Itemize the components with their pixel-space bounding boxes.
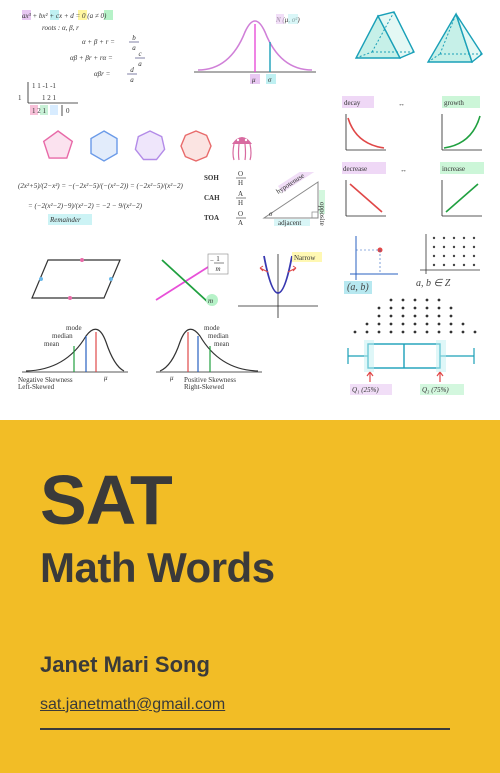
svg-text:O: O [238, 170, 243, 178]
slope-den: m [215, 265, 220, 273]
svg-text:H: H [238, 179, 243, 187]
growth-label: growth [444, 99, 464, 107]
vieta1-lhs: α + β + r = [82, 38, 115, 46]
cubic-roots: roots : α, β, r [42, 24, 79, 32]
decay-label: decay [344, 99, 361, 107]
vieta1-num: b [132, 34, 136, 42]
decrease-label: decrease [343, 165, 367, 173]
sl-sub: Left-Skewed [18, 383, 55, 391]
svg-text:1 2 1: 1 2 1 [32, 107, 47, 115]
sl-mean: mean [44, 340, 60, 348]
adj-label: adjacent [278, 219, 301, 227]
svg-text:SOH: SOH [204, 174, 219, 182]
slope-num: 1 [216, 255, 220, 263]
normal-sigma: σ [268, 76, 272, 84]
narrow-label: Narrow [294, 254, 316, 262]
divider-rule [40, 728, 450, 730]
dot-parabola [340, 288, 490, 340]
decrease-increase: decrease ↔ increase [342, 162, 492, 226]
boxplot: Q₁ (25%) Q₃ (75%) [340, 338, 490, 400]
di-arrow: ↔ [400, 166, 407, 174]
frac-line1: (2x²+5)/(2−x²) = −(−2x²−5)/(−(x²−2)) = (… [18, 182, 184, 190]
parallelogram [24, 252, 134, 310]
q3-label: Q₃ (75%) [422, 386, 449, 394]
cover-panel: SAT Math Words Janet Mari Song sat.janet… [0, 420, 500, 773]
normal-mu: μ [252, 76, 256, 84]
svg-text:CAH: CAH [204, 194, 220, 202]
svg-text:0: 0 [66, 107, 70, 115]
skew-right: mode median mean μ Positive Skewness Rig… [150, 322, 270, 394]
svg-text:1 2 1: 1 2 1 [42, 94, 57, 102]
svg-text:A: A [238, 219, 243, 227]
svg-text:A: A [238, 190, 243, 198]
frac-line2: = (−2(x²−2)−9)/(x²−2) = −2 − 9/(x²−2) [28, 202, 143, 210]
sr-median: median [208, 332, 229, 340]
perpendicular-slopes: m − 1 m [148, 252, 232, 314]
opp-label: opposite [318, 202, 326, 226]
vieta3-den: a [130, 76, 134, 84]
sr-mode: mode [204, 324, 220, 332]
increase-label: increase [442, 165, 465, 173]
polygons-row [40, 126, 300, 168]
svg-text:TOA: TOA [204, 214, 219, 222]
remainder-label: Remainder [49, 216, 81, 224]
integers-block: a, b ∈ Z [416, 230, 486, 289]
svg-text:1 1 -1 -1: 1 1 -1 -1 [32, 82, 56, 90]
synthetic-division: 1 1 -1 -1 1 2 1 1 1 2 1 0 [14, 80, 94, 126]
title-line-1: SAT [40, 460, 460, 540]
sr-sub: Right-Skewed [184, 383, 225, 391]
right-triangle: hypotenuse opposite adjacent σ [256, 172, 328, 232]
sl-mode: mode [66, 324, 82, 332]
sl-mu: μ [104, 374, 108, 382]
vieta2-lhs: αβ + βr + rα = [70, 54, 113, 62]
author-email: sat.janetmath@gmail.com [40, 696, 460, 714]
svg-text:σ: σ [269, 210, 273, 218]
fraction-simplify: (2x²+5)/(2−x²) = −(−2x²−5)/(−(x²−2)) = (… [18, 176, 218, 244]
sr-mean: mean [214, 340, 230, 348]
cubic-eq: ax³ + bx² + cx + d = 0 (a ≠ 0) [22, 12, 107, 20]
point-ab: (a, b) [344, 230, 404, 293]
svg-text:O: O [238, 210, 243, 218]
vieta3-lhs: αβr = [94, 70, 111, 78]
author-name: Janet Mari Song [40, 652, 460, 678]
q1-label: Q₁ (25%) [352, 386, 379, 394]
vieta3-num: d [130, 66, 134, 74]
slope-m: m [208, 297, 213, 305]
vieta2-den: a [138, 60, 142, 68]
slope-neg: − [210, 257, 214, 265]
sr-mu: μ [170, 374, 174, 382]
solids [348, 8, 488, 86]
sohcahtoa: SOHOHCAHAHTOAOA [204, 168, 254, 236]
math-collage: ax³ + bx² + cx + d = 0 (a ≠ 0) roots : α… [0, 0, 500, 420]
hyp-label: hypotenuse [275, 172, 306, 196]
vieta1-den: a [132, 44, 136, 52]
dg-arrow: ↔ [398, 100, 405, 108]
title-line-2: Math Words [40, 544, 460, 592]
cubic-block: ax³ + bx² + cx + d = 0 (a ≠ 0) roots : α… [22, 10, 182, 90]
sl-median: median [52, 332, 73, 340]
skew-left: mode median mean μ Negative Skewness Lef… [16, 322, 136, 394]
decay-growth: decay ↔ growth [342, 96, 492, 160]
normal-dist: N (μ, σ²) μ σ [190, 12, 320, 92]
syndiv-divisor: 1 [18, 94, 22, 102]
svg-text:H: H [238, 199, 243, 207]
parabola-narrow: Narrow [234, 248, 324, 326]
vieta2-num: c [138, 50, 142, 58]
